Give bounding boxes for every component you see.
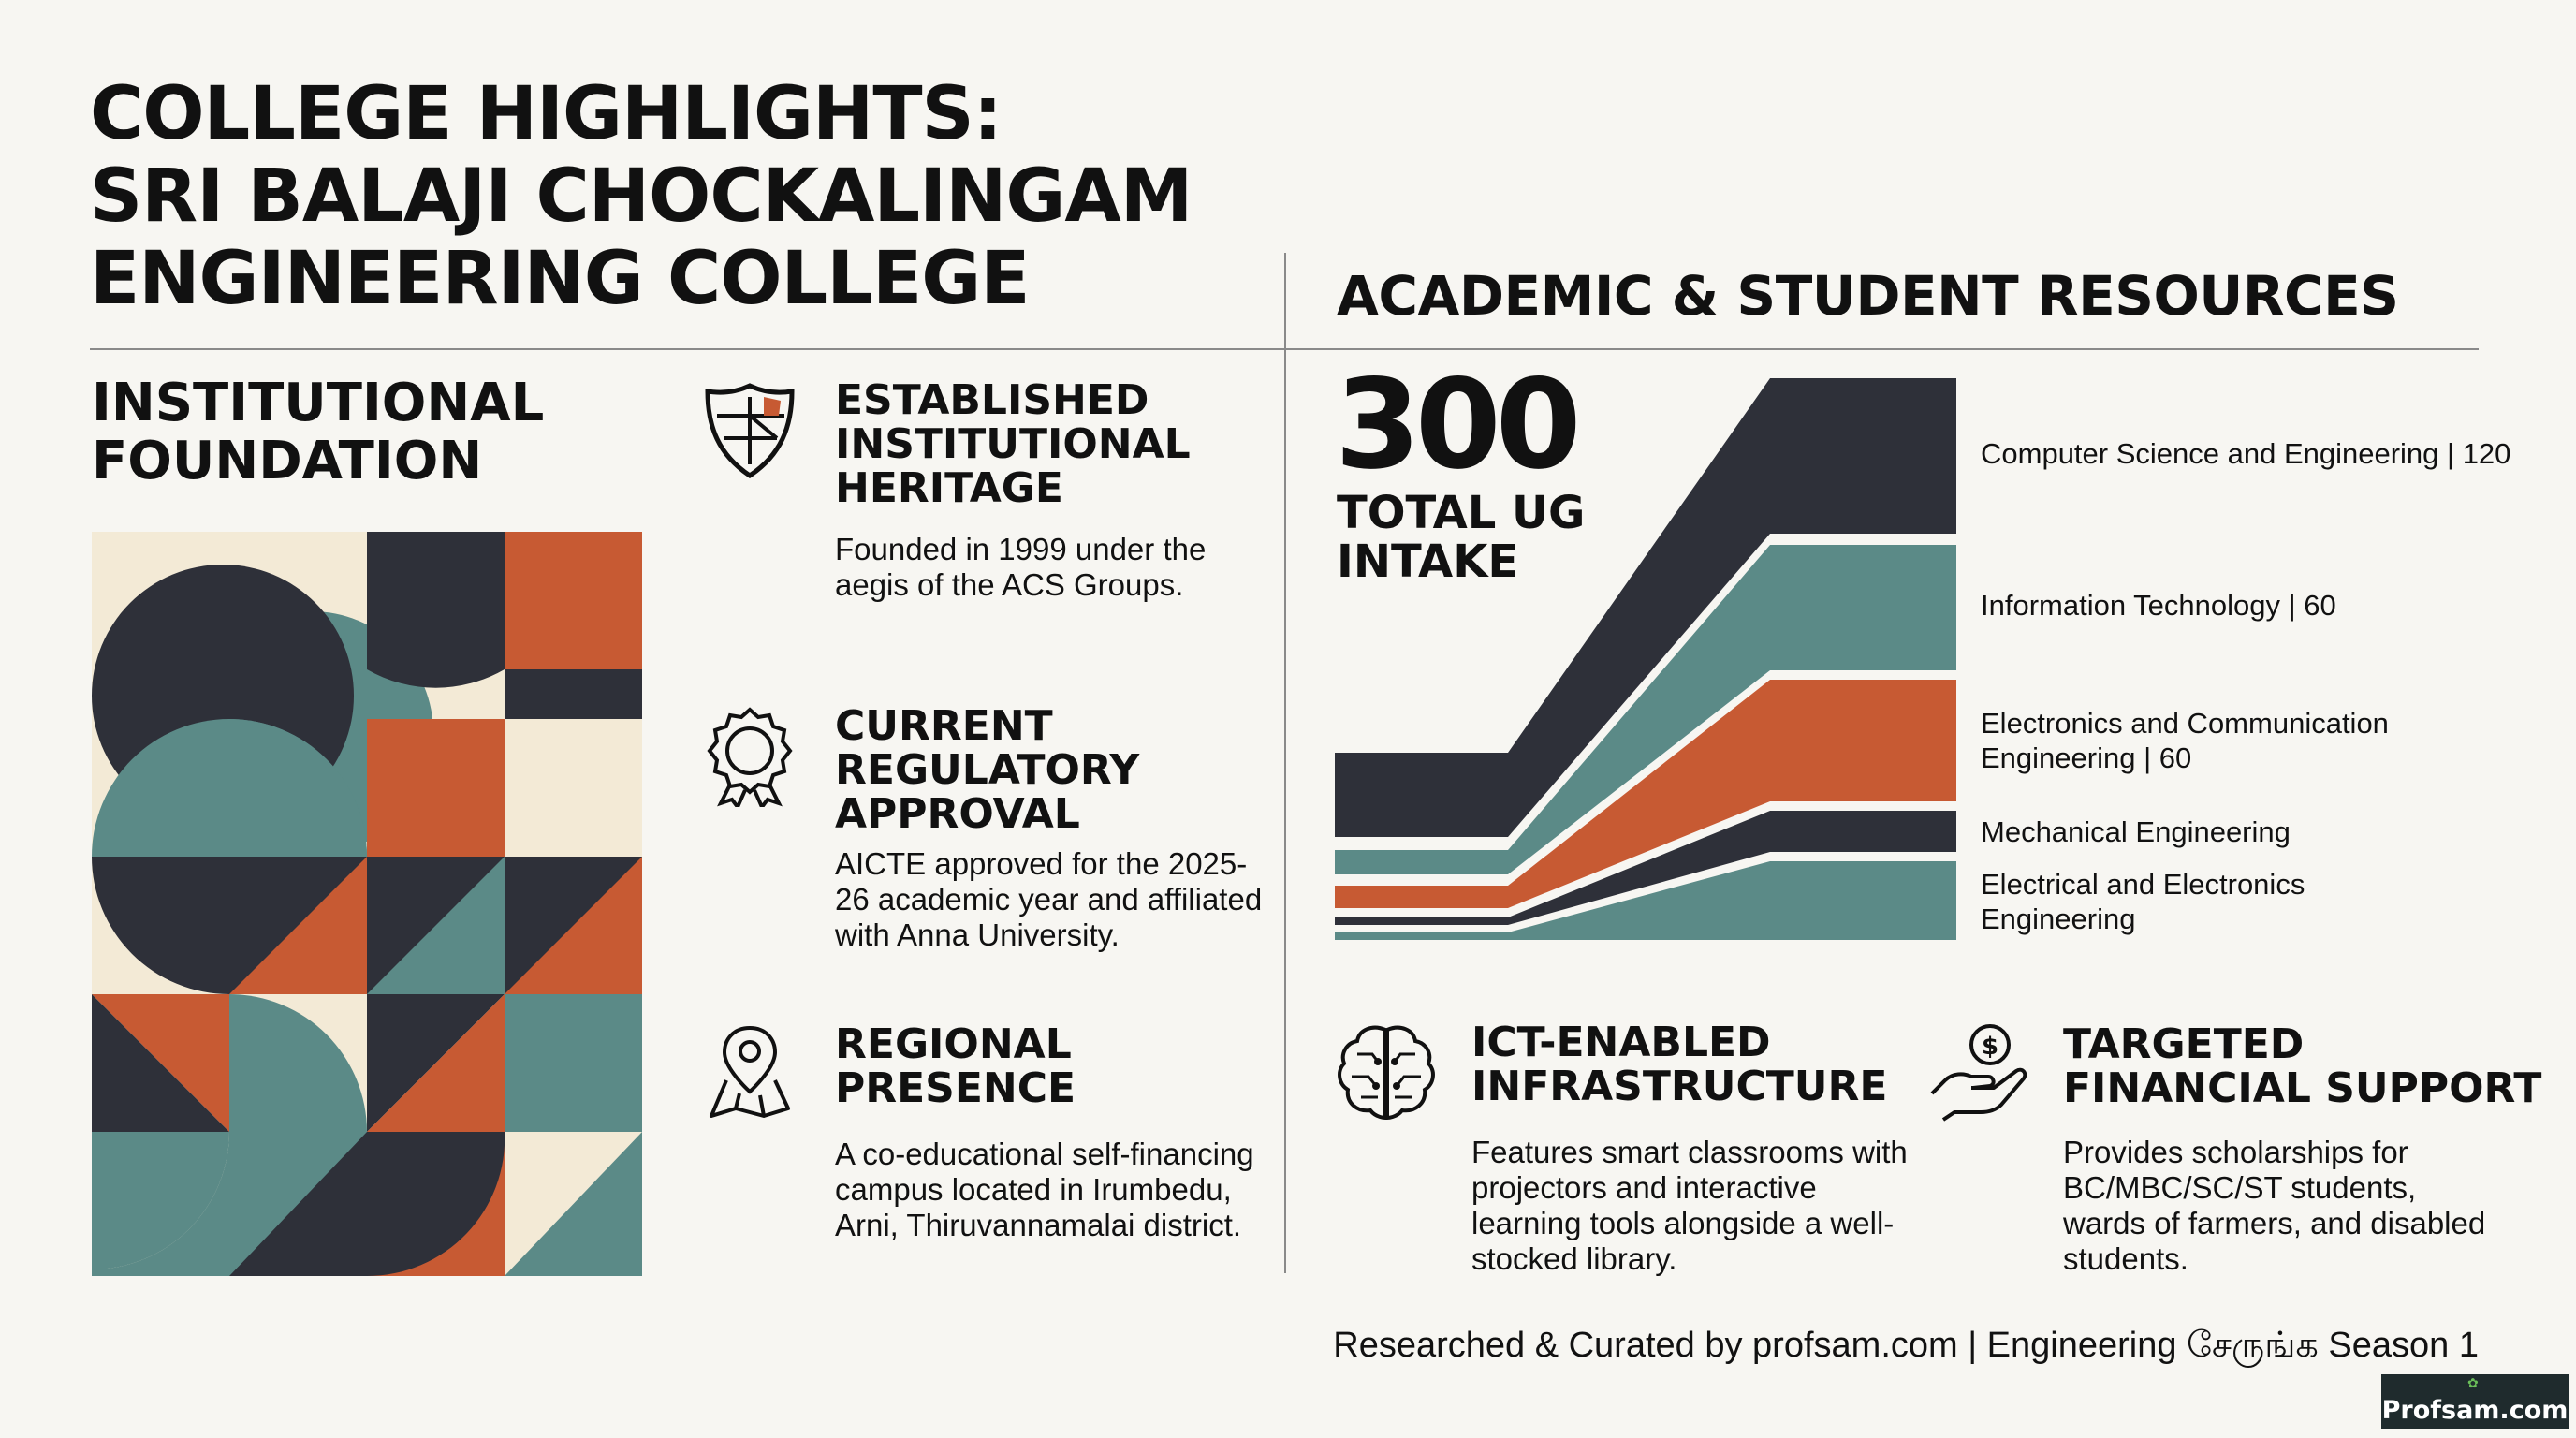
title-line-1: COLLEGE HIGHLIGHTS: [90, 72, 1003, 156]
branch-label-cse: Computer Science and Engineering | 120 [1981, 437, 2511, 470]
flow-band-cse [1335, 378, 1956, 837]
badge-logo-icon: ✿ [2467, 1376, 2479, 1391]
flow-band-eee [1335, 861, 1956, 940]
branch-label-mech: Mechanical Engineering [1981, 815, 2291, 848]
branch-label-eee: Electrical and Electronics Engineering [1981, 868, 2305, 935]
feature-title: TARGETED FINANCIAL SUPPORT [2063, 1020, 2542, 1112]
shield-icon [705, 383, 795, 479]
flow-band-it [1335, 545, 1956, 874]
map-pin-icon [710, 1025, 790, 1118]
flow-band-mech [1335, 811, 1956, 925]
feature-text: AICTE approved for the 2025-26 academic … [835, 846, 1263, 952]
svg-text:$: $ [1982, 1033, 1998, 1061]
intake-flow-chart [1335, 378, 1956, 940]
flow-band-ece [1335, 680, 1956, 908]
geometric-mosaic-art [92, 532, 642, 1276]
academic-section-heading: ACADEMIC & STUDENT RESOURCES [1337, 264, 2399, 328]
feature-text: Founded in 1999 under the aegis of the A… [835, 532, 1207, 602]
feature-title: CURRENT REGULATORY APPROVAL [835, 702, 1140, 838]
footer-credit: Researched & Curated by profsam.com | En… [1333, 1326, 2479, 1365]
feature-title: ICT-ENABLED INFRASTRUCTURE [1471, 1019, 1888, 1110]
horizontal-rule-right [1286, 348, 2479, 350]
page-title: COLLEGE HIGHLIGHTS: SRI BALAJI CHOCKALIN… [90, 73, 1260, 320]
institutional-section-heading: INSTITUTIONAL FOUNDATION [92, 373, 545, 492]
feature-text: A co-educational self-financing campus l… [835, 1137, 1254, 1242]
award-ribbon-icon [707, 707, 793, 807]
branch-label-ece: Electronics and Communication Engineerin… [1981, 707, 2389, 774]
title-line-3: ENGINEERING COLLEGE [90, 237, 1031, 321]
feature-text: Provides scholarships for BC/MBC/SC/ST s… [2063, 1135, 2486, 1276]
feature-title: REGIONAL PRESENCE [835, 1020, 1076, 1112]
badge-text: Profsam.com [2381, 1396, 2569, 1425]
total-intake-number: 300 [1335, 353, 1582, 497]
feature-title: ESTABLISHED INSTITUTIONAL HERITAGE [835, 376, 1191, 512]
horizontal-rule-left [90, 348, 1284, 350]
hand-money-icon: $ [1930, 1024, 2027, 1122]
total-intake-label: TOTAL UG INTAKE [1337, 487, 1586, 588]
vertical-divider [1284, 253, 1286, 1273]
title-line-2: SRI BALAJI CHOCKALINGAM [90, 154, 1193, 239]
profsam-badge[interactable]: ✿ Profsam.com [2381, 1374, 2569, 1429]
brain-circuit-icon [1338, 1025, 1435, 1121]
branch-label-it: Information Technology | 60 [1981, 589, 2336, 622]
feature-text: Features smart classrooms with projector… [1471, 1135, 1908, 1276]
